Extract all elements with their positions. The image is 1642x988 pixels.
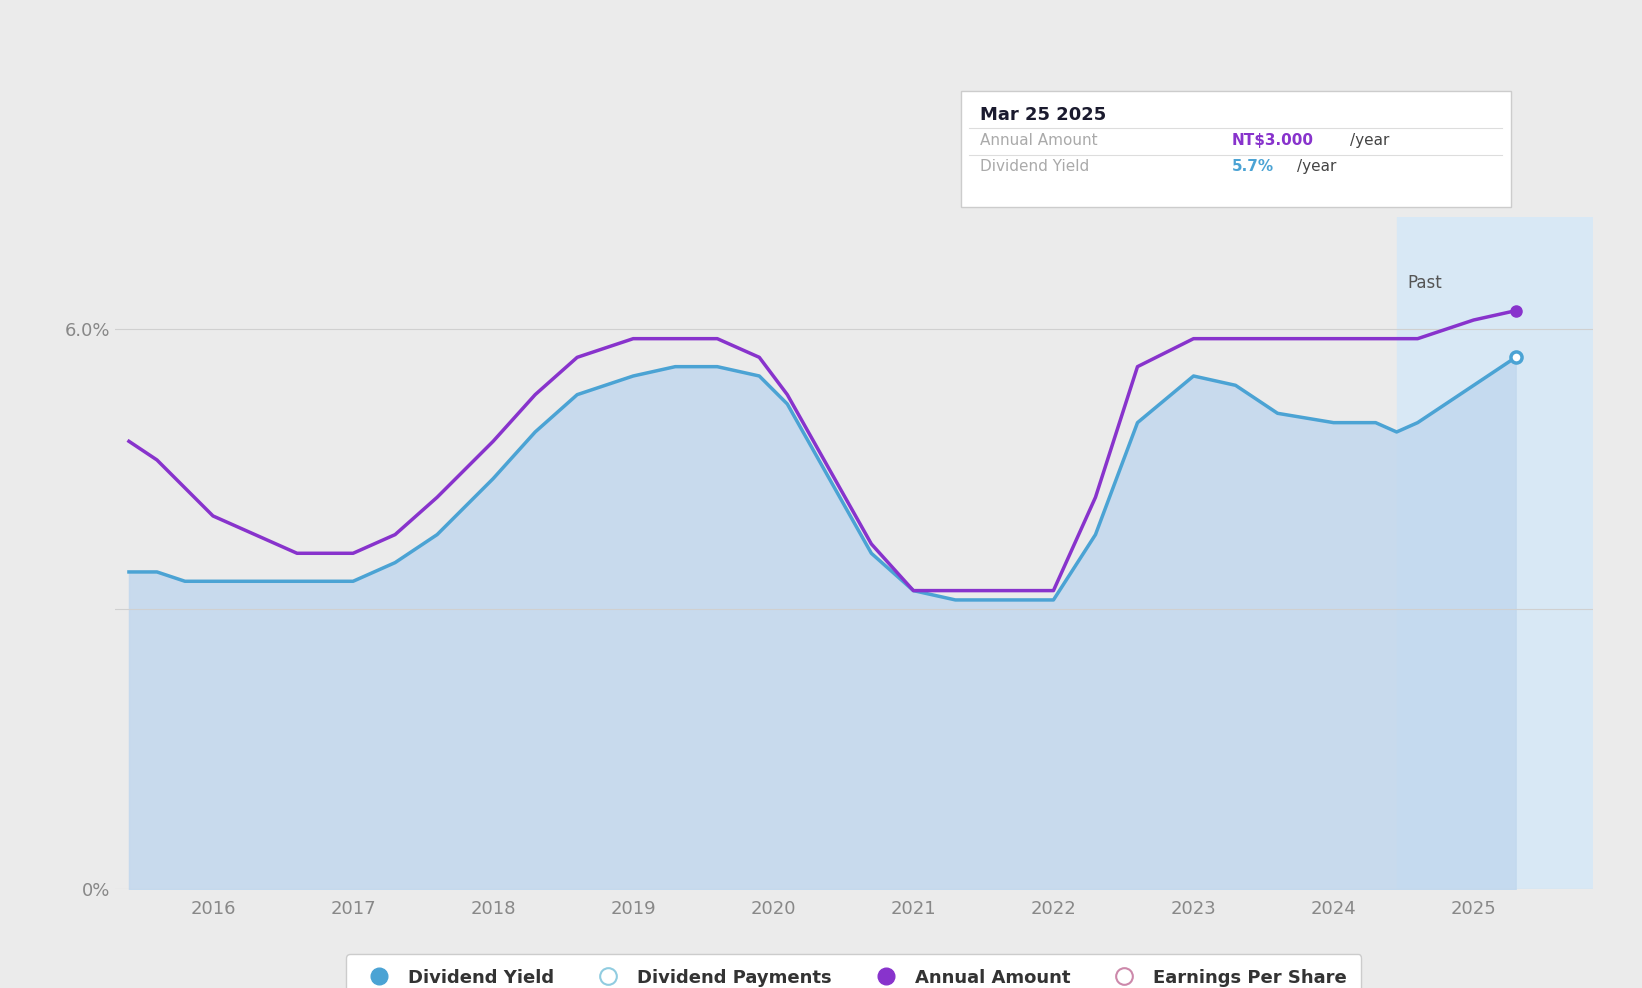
Text: 5.7%: 5.7%	[1232, 159, 1274, 175]
Text: /year: /year	[1297, 159, 1337, 175]
Text: Past: Past	[1407, 275, 1443, 292]
Text: NT$3.000: NT$3.000	[1232, 132, 1314, 148]
Text: Mar 25 2025: Mar 25 2025	[980, 106, 1107, 124]
Bar	[1397, 217, 1593, 889]
Text: Dividend Yield: Dividend Yield	[980, 159, 1090, 175]
Text: Annual Amount: Annual Amount	[980, 132, 1098, 148]
Text: /year: /year	[1350, 132, 1389, 148]
Legend: Dividend Yield, Dividend Payments, Annual Amount, Earnings Per Share: Dividend Yield, Dividend Payments, Annua…	[346, 954, 1361, 988]
